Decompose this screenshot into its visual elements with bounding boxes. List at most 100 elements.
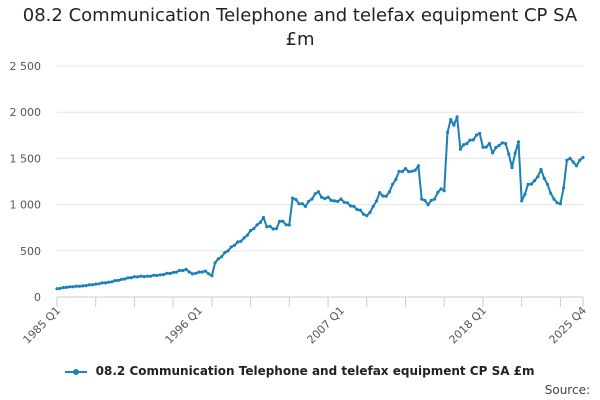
data-point	[87, 283, 91, 287]
data-point	[216, 257, 220, 261]
data-point	[68, 285, 72, 289]
x-tick-label: 1985 Q1	[21, 304, 64, 347]
legend-label: 08.2 Communication Telephone and telefax…	[95, 364, 535, 378]
data-point	[103, 281, 107, 285]
data-point	[136, 275, 140, 279]
data-point	[307, 199, 311, 203]
data-point	[65, 285, 69, 289]
data-point	[55, 287, 59, 291]
data-point	[181, 268, 185, 273]
data-point	[139, 274, 143, 278]
data-point	[565, 158, 569, 162]
data-point	[458, 147, 462, 151]
data-point	[462, 143, 466, 147]
data-point	[433, 197, 437, 201]
data-point	[545, 182, 550, 186]
data-point	[529, 182, 534, 186]
data-point	[165, 271, 169, 275]
data-point	[468, 138, 472, 142]
data-point	[552, 197, 556, 201]
y-tick-label: 2 000	[10, 106, 42, 119]
data-point	[220, 255, 224, 259]
data-point	[391, 182, 395, 186]
data-point	[242, 236, 246, 240]
data-point	[297, 202, 301, 206]
data-point	[249, 228, 253, 233]
legend-swatch-icon	[65, 366, 88, 378]
data-point	[478, 131, 482, 136]
x-tick-label: 2018 Q1	[447, 304, 490, 347]
x-tick-label: 1996 Q1	[163, 304, 206, 347]
data-point	[190, 272, 195, 276]
data-point	[71, 285, 75, 289]
data-point	[145, 274, 149, 278]
data-point	[374, 199, 379, 203]
data-point	[187, 270, 191, 274]
data-point	[500, 141, 504, 145]
data-point	[474, 133, 479, 137]
data-point	[300, 202, 304, 206]
data-point	[481, 145, 485, 149]
data-point	[429, 198, 433, 202]
data-point	[84, 284, 88, 288]
data-point	[168, 271, 172, 276]
data-point	[368, 210, 372, 214]
data-point	[116, 278, 120, 282]
data-point	[313, 192, 317, 196]
data-point	[371, 204, 375, 208]
data-point	[81, 284, 85, 288]
data-point	[255, 223, 259, 227]
data-point	[332, 199, 337, 203]
data-point	[410, 169, 414, 173]
data-point	[523, 192, 527, 196]
data-point	[123, 277, 127, 281]
data-point	[439, 187, 443, 191]
data-point	[320, 195, 324, 199]
data-point	[245, 233, 249, 237]
legend[interactable]: 08.2 Communication Telephone and telefax…	[0, 364, 600, 378]
data-point	[258, 220, 262, 224]
data-point	[581, 155, 585, 160]
data-point	[381, 194, 385, 198]
data-point	[303, 204, 308, 208]
data-point	[449, 118, 453, 122]
series-line	[56, 115, 584, 290]
data-point	[184, 267, 188, 271]
data-point	[516, 140, 521, 144]
data-point	[504, 142, 508, 146]
data-point	[497, 143, 501, 148]
data-point	[271, 227, 275, 231]
data-point	[555, 201, 559, 205]
y-tick-label: 0	[34, 291, 41, 304]
data-point	[339, 197, 343, 201]
data-point	[426, 203, 430, 207]
data-point	[90, 283, 95, 287]
data-point	[265, 225, 269, 229]
data-point	[491, 151, 495, 155]
data-point	[158, 273, 162, 277]
data-point	[342, 200, 346, 204]
data-point	[152, 273, 156, 277]
x-tick-label: 2007 Q1	[305, 304, 348, 347]
data-point	[174, 270, 178, 274]
data-point	[352, 204, 356, 208]
data-point	[336, 199, 340, 203]
data-point	[355, 208, 359, 212]
data-point	[316, 190, 320, 194]
data-point	[442, 189, 446, 193]
x-tick-label: 2025 Q4	[547, 304, 590, 347]
data-point	[513, 151, 517, 155]
data-point	[533, 179, 537, 183]
data-point	[387, 190, 391, 194]
data-point	[284, 223, 288, 227]
y-tick-label: 1 000	[10, 199, 42, 212]
data-point	[58, 286, 62, 290]
data-point	[562, 186, 566, 190]
data-point	[178, 268, 182, 273]
data-point	[507, 152, 511, 156]
data-point	[149, 274, 153, 278]
data-point	[261, 215, 266, 220]
data-point	[510, 166, 514, 170]
data-point	[197, 270, 201, 274]
data-point	[539, 167, 543, 172]
